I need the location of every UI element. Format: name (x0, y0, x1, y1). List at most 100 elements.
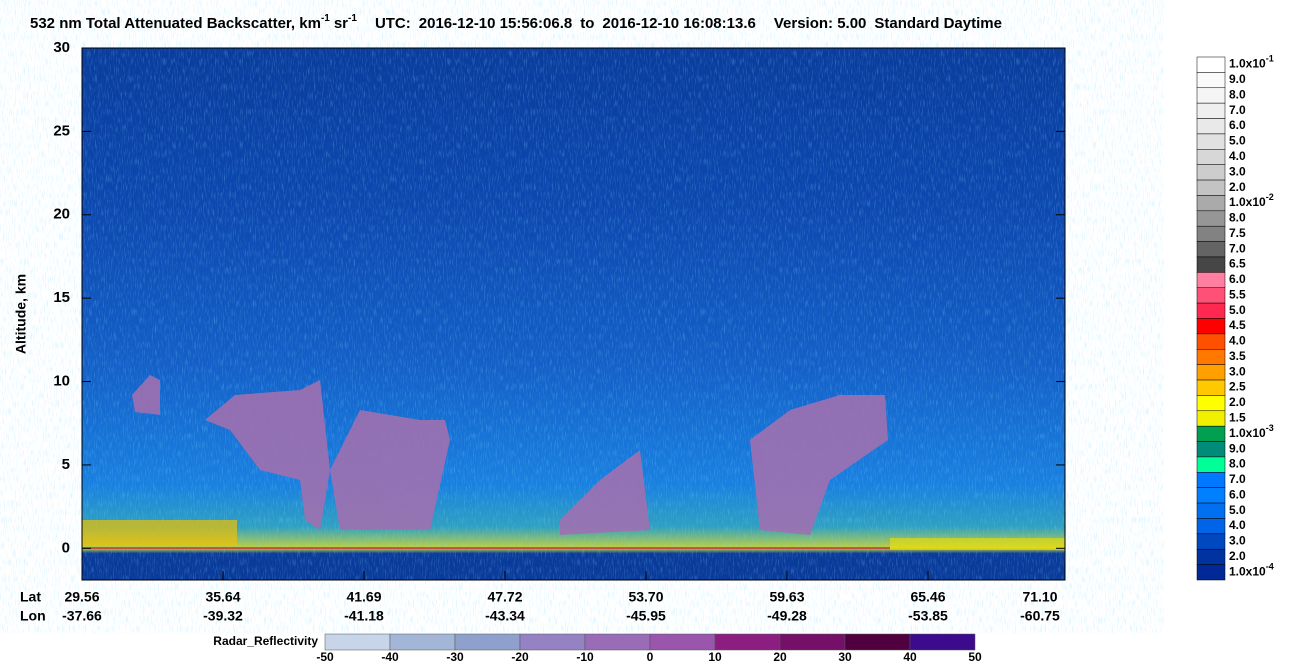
x-row-label: Lat (20, 589, 41, 605)
colorbar-label-text: 6.0 (1229, 272, 1246, 286)
colorbar-label: 3.0 (1229, 534, 1246, 548)
x-tick-label: 35.64 (205, 589, 240, 605)
colorbar-label: 5.0 (1229, 303, 1246, 317)
colorbar-label-text: 4.0 (1229, 334, 1246, 348)
colorbar-box (1196, 164, 1226, 181)
colorbar-label: 7.0 (1229, 103, 1246, 117)
radar-box (324, 633, 391, 651)
colorbar-label-exp: -3 (1266, 423, 1274, 433)
colorbar-label-text: 6.0 (1229, 118, 1246, 132)
colorbar-label: 8.0 (1229, 88, 1246, 102)
colorbar-box (1196, 548, 1226, 565)
colorbar-label: 3.0 (1229, 165, 1246, 179)
colorbar-label-text: 1.0x10 (1229, 195, 1266, 209)
colorbar-label-text: 9.0 (1229, 72, 1246, 86)
colorbar-label: 6.0 (1229, 118, 1246, 132)
colorbar-label-exp: -2 (1266, 193, 1274, 203)
y-tick-label: 25 (53, 122, 70, 139)
colorbar-label-text: 3.0 (1229, 365, 1246, 379)
colorbar-label-text: 1.5 (1229, 411, 1246, 425)
radar-tick-label: -50 (316, 650, 334, 664)
radar-tick-label: 50 (968, 650, 982, 664)
title-version: Version: 5.00 (774, 15, 867, 32)
colorbar-label-text: 9.0 (1229, 441, 1246, 455)
colorbar-label-text: 6.5 (1229, 257, 1246, 271)
title-main: 532 nm Total Attenuated Backscatter, km (30, 15, 321, 32)
y-tick-label: 0 (62, 539, 70, 556)
title-start: 2016-12-10 15:56:06.8 (419, 15, 572, 32)
title-end: 2016-12-10 16:08:13.6 (602, 15, 755, 32)
colorbar-label: 2.0 (1229, 180, 1246, 194)
colorbar-label: 7.5 (1229, 226, 1246, 240)
colorbar-box (1196, 456, 1226, 473)
colorbar-label-text: 5.0 (1229, 503, 1246, 517)
colorbar-label-text: 5.5 (1229, 288, 1246, 302)
colorbar-box (1196, 210, 1226, 227)
x-tick-label: -60.75 (1020, 608, 1060, 624)
radar-tick-label: 30 (838, 650, 852, 664)
colorbar-label-text: 7.0 (1229, 472, 1246, 486)
colorbar-box (1196, 425, 1226, 442)
colorbar-label: 1.0x10-4 (1229, 562, 1274, 579)
title-exp: -1 (348, 13, 357, 24)
colorbar-label: 7.0 (1229, 472, 1246, 486)
y-axis-label: Altitude, km (13, 274, 29, 354)
title-to: to (580, 15, 594, 32)
colorbar-box (1196, 133, 1226, 150)
radar-tick-label: 40 (903, 650, 917, 664)
colorbar-label-text: 5.0 (1229, 303, 1246, 317)
colorbar-label: 3.0 (1229, 365, 1246, 379)
y-tick-label: 5 (62, 456, 70, 473)
colorbar-label: 9.0 (1229, 72, 1246, 86)
radar-box (454, 633, 521, 651)
colorbar-box (1196, 302, 1226, 319)
x-tick-label: -45.95 (626, 608, 666, 624)
colorbar-box (1196, 364, 1226, 381)
radar-box (389, 633, 456, 651)
colorbar-label-text: 7.0 (1229, 103, 1246, 117)
x-tick-label: 65.46 (910, 589, 945, 605)
colorbar-label: 6.5 (1229, 257, 1246, 271)
colorbar-box (1196, 410, 1226, 427)
colorbar-label: 2.0 (1229, 395, 1246, 409)
x-tick-label: 41.69 (346, 589, 381, 605)
y-tick-label: 10 (53, 373, 70, 390)
colorbar-box (1196, 395, 1226, 412)
colorbar-box (1196, 379, 1226, 396)
x-tick-label: -41.18 (344, 608, 384, 624)
radar-tick-label: 10 (708, 650, 722, 664)
x-row-label: Lon (20, 608, 46, 624)
backscatter-image (82, 48, 1065, 580)
colorbar-label: 1.0x10-1 (1229, 54, 1274, 71)
colorbar-box (1196, 318, 1226, 335)
colorbar-box (1196, 241, 1226, 258)
colorbar-box (1196, 487, 1226, 504)
colorbar-label: 1.5 (1229, 411, 1246, 425)
colorbar-label-text: 2.0 (1229, 180, 1246, 194)
radar-tick-label: -40 (381, 650, 399, 664)
colorbar-label-text: 1.0x10 (1229, 57, 1266, 71)
title-mode: Standard Daytime (874, 15, 1002, 32)
colorbar-label-text: 4.0 (1229, 149, 1246, 163)
colorbar-label-text: 8.0 (1229, 88, 1246, 102)
colorbar-box (1196, 256, 1226, 273)
colorbar-box (1196, 533, 1226, 550)
colorbar-label-text: 3.5 (1229, 349, 1246, 363)
y-tick-label: 30 (53, 39, 70, 56)
radar-box (714, 633, 781, 651)
colorbar-label-text: 4.0 (1229, 518, 1246, 532)
title-exp: -1 (321, 13, 330, 24)
colorbar-label: 2.0 (1229, 549, 1246, 563)
colorbar-label: 6.0 (1229, 272, 1246, 286)
colorbar-label: 5.0 (1229, 134, 1246, 148)
radar-box (844, 633, 911, 651)
radar-box (779, 633, 846, 651)
colorbar-box (1196, 564, 1226, 581)
title-unit: sr (334, 15, 348, 32)
colorbar-label-text: 1.0x10 (1229, 564, 1266, 578)
colorbar-label: 4.0 (1229, 334, 1246, 348)
colorbar-label-text: 6.0 (1229, 488, 1246, 502)
colorbar-box (1196, 225, 1226, 242)
colorbar-label: 1.0x10-3 (1229, 423, 1274, 440)
